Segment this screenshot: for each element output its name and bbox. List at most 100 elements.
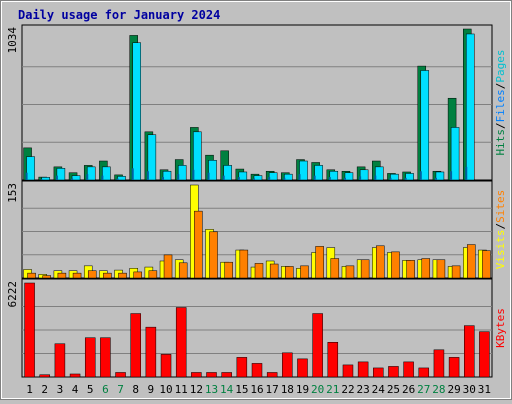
pages-bar: [71, 178, 74, 180]
files-bar: [314, 165, 323, 181]
sites-bar: [239, 249, 249, 279]
x-tick-label: 29: [447, 383, 460, 396]
sites-bar: [285, 266, 294, 279]
kbytes-bar: [115, 372, 126, 378]
files-bar: [284, 173, 293, 181]
y-max-tick-label: 1034: [6, 27, 19, 54]
sites-bar: [87, 270, 97, 279]
sites-bar: [436, 259, 446, 279]
x-tick-label: 23: [357, 383, 370, 396]
kbytes-bar: [206, 372, 217, 378]
pages-bar: [465, 166, 468, 180]
sites-bar: [148, 270, 158, 279]
x-tick-label: 3: [57, 383, 64, 396]
legend-item-visits: Visits: [494, 230, 507, 270]
chart-panels: 1034Hits/Files/Pages153Visits/Sites6222K…: [6, 24, 507, 378]
files-bar: [41, 177, 50, 181]
pages-bar: [177, 174, 180, 180]
pages-bar: [162, 177, 165, 180]
x-tick-label: 17: [266, 383, 279, 396]
pages-bar: [313, 175, 316, 180]
kbytes-bar: [266, 372, 278, 378]
legend-item-files: Files: [494, 89, 507, 122]
pages-bar: [343, 177, 346, 180]
x-tick-label: 5: [87, 383, 94, 396]
panel-3: 6222 KBytes: [6, 278, 507, 378]
sites-bar: [345, 265, 355, 279]
sites-bar: [482, 250, 491, 279]
pages-bar: [374, 175, 377, 180]
x-tick-label: 13: [205, 383, 218, 396]
kbytes-bar: [357, 361, 369, 378]
legend-separator: /: [494, 122, 507, 129]
sites-bar: [57, 272, 67, 279]
files-bar: [193, 131, 202, 181]
x-tick-label: 7: [117, 383, 124, 396]
files-bar: [102, 166, 111, 181]
pages-bar: [222, 175, 225, 180]
pages-bar: [253, 178, 255, 180]
pages-bar: [419, 171, 422, 180]
y-max-tick-label: 6222: [6, 281, 19, 308]
pages-bar: [298, 174, 301, 180]
sites-bar: [269, 263, 279, 279]
pages-bar: [283, 177, 286, 180]
kbytes-bar: [145, 326, 157, 378]
files-bar: [147, 134, 157, 181]
x-tick-label: 15: [235, 383, 248, 396]
x-tick-label: 9: [148, 383, 155, 396]
legend-panel-2: Visits/Sites: [494, 190, 507, 270]
x-tick-label: 21: [326, 383, 339, 396]
x-tick-label: 30: [463, 383, 476, 396]
x-tick-label: 6: [102, 383, 109, 396]
sites-bar: [133, 271, 142, 279]
x-tick-label: 24: [372, 383, 386, 396]
files-bar: [375, 166, 384, 181]
kbytes-bar: [433, 349, 445, 378]
files-bar: [435, 171, 445, 181]
kbytes-bar: [24, 282, 35, 378]
sites-bar: [72, 272, 82, 279]
kbytes-bar: [191, 372, 202, 378]
sites-bar: [330, 258, 340, 279]
pages-bar: [101, 175, 104, 180]
files-bar: [466, 33, 475, 181]
kbytes-bar: [342, 364, 354, 378]
sites-bar: [421, 258, 431, 279]
legend-item-sites: Sites: [494, 190, 507, 223]
x-tick-label: 28: [432, 383, 445, 396]
files-bar: [344, 172, 354, 181]
kbytes-bar: [388, 366, 399, 378]
legend-separator: /: [494, 223, 507, 230]
files-bar: [86, 166, 96, 181]
kbytes-bar: [448, 357, 460, 378]
pages-bar: [450, 171, 453, 180]
sites-bar: [360, 259, 370, 279]
kbytes-bar: [175, 307, 187, 378]
x-tick-label: 16: [250, 383, 263, 396]
kbytes-bar: [312, 313, 323, 378]
y-max-tick-label: 153: [6, 183, 19, 203]
files-bar: [390, 173, 399, 181]
sites-bar: [209, 231, 218, 279]
sites-bar: [451, 265, 461, 279]
sites-bar: [315, 246, 324, 279]
files-bar: [238, 171, 248, 181]
pages-bar: [359, 176, 362, 180]
kbytes-bar: [69, 373, 81, 378]
sites-bar: [406, 260, 415, 279]
kbytes-bar: [297, 358, 308, 378]
files-bar: [420, 70, 430, 181]
files-bar: [223, 165, 232, 181]
x-tick-label: 22: [341, 383, 354, 396]
x-tick-label: 20: [311, 383, 324, 396]
x-tick-label: 19: [296, 383, 309, 396]
legend-separator: /: [494, 83, 507, 90]
pages-bar: [192, 169, 195, 180]
kbytes-bar: [221, 372, 232, 378]
pages-bar: [55, 175, 58, 180]
kbytes-bar: [327, 342, 339, 378]
